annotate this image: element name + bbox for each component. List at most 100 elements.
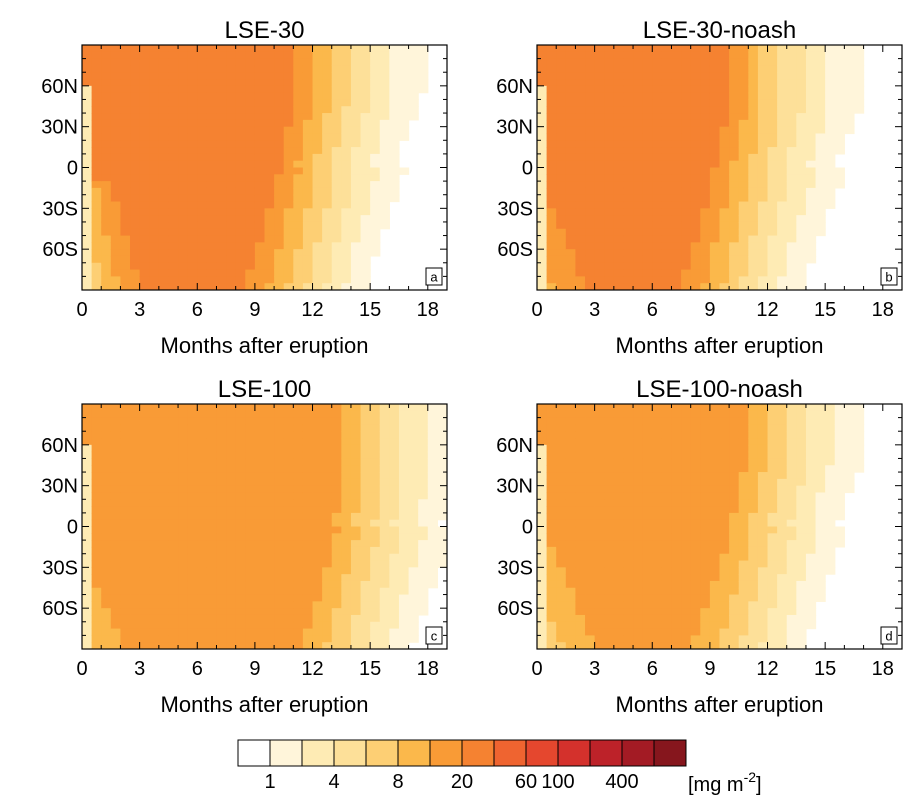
heatmap-cell: [197, 519, 208, 528]
heatmap-cell: [187, 444, 198, 453]
heatmap-cell: [681, 85, 692, 94]
heatmap-cell: [187, 262, 198, 271]
heatmap-cell: [274, 255, 285, 264]
heatmap-cell: [197, 553, 208, 562]
heatmap-cell: [264, 526, 275, 534]
heatmap-cell: [82, 221, 93, 230]
heatmap-cell: [341, 526, 352, 534]
heatmap-cell: [671, 283, 682, 290]
heatmap-cell: [738, 485, 749, 494]
heatmap-cell: [178, 404, 189, 412]
heatmap-cell: [796, 276, 807, 284]
heatmap-cell: [187, 546, 198, 555]
heatmap-cell: [594, 153, 605, 162]
heatmap-cell: [283, 201, 294, 209]
heatmap-cell: [661, 492, 673, 500]
heatmap-cell: [767, 85, 778, 94]
heatmap-cell: [594, 608, 605, 616]
heatmap-cell: [379, 533, 390, 541]
heatmap-cell: [408, 92, 419, 101]
heatmap-cell: [690, 404, 701, 412]
heatmap-cell: [360, 228, 371, 237]
heatmap-cell: [604, 147, 615, 155]
heatmap-cell: [379, 147, 390, 155]
heatmap-cell: [82, 560, 93, 568]
heatmap-cell: [805, 51, 817, 60]
heatmap-cell: [101, 262, 112, 271]
heatmap-cell: [178, 215, 189, 223]
heatmap-cell: [418, 567, 429, 575]
heatmap-cell: [796, 187, 807, 196]
heatmap-cell: [120, 228, 131, 237]
heatmap-cell: [206, 444, 218, 453]
heatmap-cell: [777, 194, 788, 203]
heatmap-cell: [302, 512, 314, 521]
heatmap-cell: [322, 628, 333, 636]
heatmap-cell: [350, 458, 362, 466]
heatmap-cell: [613, 492, 625, 500]
heatmap-cell: [226, 567, 237, 575]
heatmap-cell: [738, 458, 749, 466]
heatmap-cell: [777, 140, 788, 148]
heatmap-cell: [613, 404, 625, 412]
heatmap-cell: [226, 492, 237, 500]
heatmap-cell: [293, 153, 304, 162]
heatmap-cell: [206, 546, 218, 555]
heatmap-cell: [264, 194, 275, 203]
heatmap-cell: [671, 451, 682, 460]
heatmap-cell: [565, 540, 577, 548]
heatmap-cell: [565, 458, 577, 466]
heatmap-cell: [283, 215, 294, 223]
heatmap-cell: [178, 519, 189, 528]
heatmap-cell: [264, 614, 275, 623]
heatmap-cell: [120, 113, 131, 121]
heatmap-cell: [719, 546, 730, 555]
heatmap-cell: [681, 283, 692, 290]
heatmap-cell: [719, 424, 730, 432]
heatmap-cell: [130, 113, 141, 121]
heatmap-cell: [748, 567, 759, 575]
heatmap-cell: [149, 417, 160, 426]
heatmap-cell: [796, 113, 807, 121]
heatmap-cell: [91, 553, 102, 562]
heatmap-cell: [565, 79, 577, 87]
heatmap-cell: [709, 410, 721, 419]
heatmap-cell: [546, 560, 557, 568]
heatmap-cell: [254, 147, 266, 155]
heatmap-cell: [370, 431, 381, 439]
heatmap-cell: [149, 79, 160, 87]
chart-panel-b: 0 3 6 9 12 15 1860N30N030S60SLSE-30-noashMonth…: [496, 17, 903, 358]
heatmap-cell: [110, 249, 122, 257]
heatmap-cell: [350, 533, 362, 541]
heatmap-cell: [805, 92, 817, 101]
heatmap-cell: [777, 444, 788, 453]
heatmap-cell: [322, 181, 333, 189]
heatmap-cell: [738, 235, 749, 243]
heatmap-cell: [757, 262, 769, 271]
heatmap-cell: [264, 492, 275, 500]
heatmap-cell: [341, 242, 352, 250]
heatmap-cell: [379, 478, 390, 487]
heatmap-cell: [575, 519, 586, 528]
heatmap-cell: [594, 113, 605, 121]
heatmap-cell: [546, 283, 557, 290]
heatmap-cell: [418, 540, 429, 548]
heatmap-cell: [585, 187, 596, 196]
heatmap-cell: [130, 512, 141, 521]
heatmap-cell: [331, 410, 342, 419]
heatmap-cell: [341, 560, 352, 568]
heatmap-cell: [652, 519, 663, 528]
heatmap-cell: [681, 499, 692, 507]
heatmap-cell: [235, 187, 246, 196]
heatmap-cell: [197, 215, 208, 223]
heatmap-cell: [815, 160, 826, 169]
heatmap-cell: [235, 424, 246, 432]
heatmap-cell: [623, 526, 634, 534]
heatmap-cell: [341, 187, 352, 196]
heatmap-cell: [786, 242, 797, 250]
heatmap-cell: [719, 235, 730, 243]
heatmap-cell: [216, 608, 227, 616]
heatmap-cell: [623, 228, 634, 237]
heatmap-cell: [312, 472, 323, 480]
heatmap-cell: [633, 79, 644, 87]
